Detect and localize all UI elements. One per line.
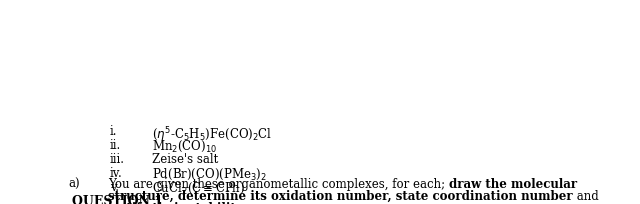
Text: and: and	[573, 189, 598, 202]
Text: You are given these organometallic complexes, for each;: You are given these organometallic compl…	[108, 177, 449, 190]
Text: ($\eta^{5}$-C$_5$H$_5$)Fe(CO)$_2$Cl: ($\eta^{5}$-C$_5$H$_5$)Fe(CO)$_2$Cl	[152, 124, 273, 144]
Text: ii.: ii.	[110, 138, 121, 151]
Text: a): a)	[68, 177, 79, 190]
Text: justify their stability.: justify their stability.	[108, 201, 246, 204]
Text: Pd(Br)(CO)(PMe$_3$)$_2$: Pd(Br)(CO)(PMe$_3$)$_2$	[152, 166, 267, 181]
Text: Mn$_2$(CO)$_{10}$: Mn$_2$(CO)$_{10}$	[152, 138, 217, 153]
Text: QUESTION 1: QUESTION 1	[72, 194, 163, 204]
Text: structure, determine its oxidation number, state coordination number: structure, determine its oxidation numbe…	[108, 189, 573, 202]
Text: Zeise's salt: Zeise's salt	[152, 152, 218, 165]
Text: v.: v.	[110, 180, 119, 193]
Text: CuCl$_2$(C$\equiv$CPh): CuCl$_2$(C$\equiv$CPh)	[152, 180, 245, 195]
Text: i.: i.	[110, 124, 118, 137]
Text: iii.: iii.	[110, 152, 125, 165]
Text: iv.: iv.	[110, 166, 123, 179]
Text: draw the molecular: draw the molecular	[449, 177, 577, 190]
